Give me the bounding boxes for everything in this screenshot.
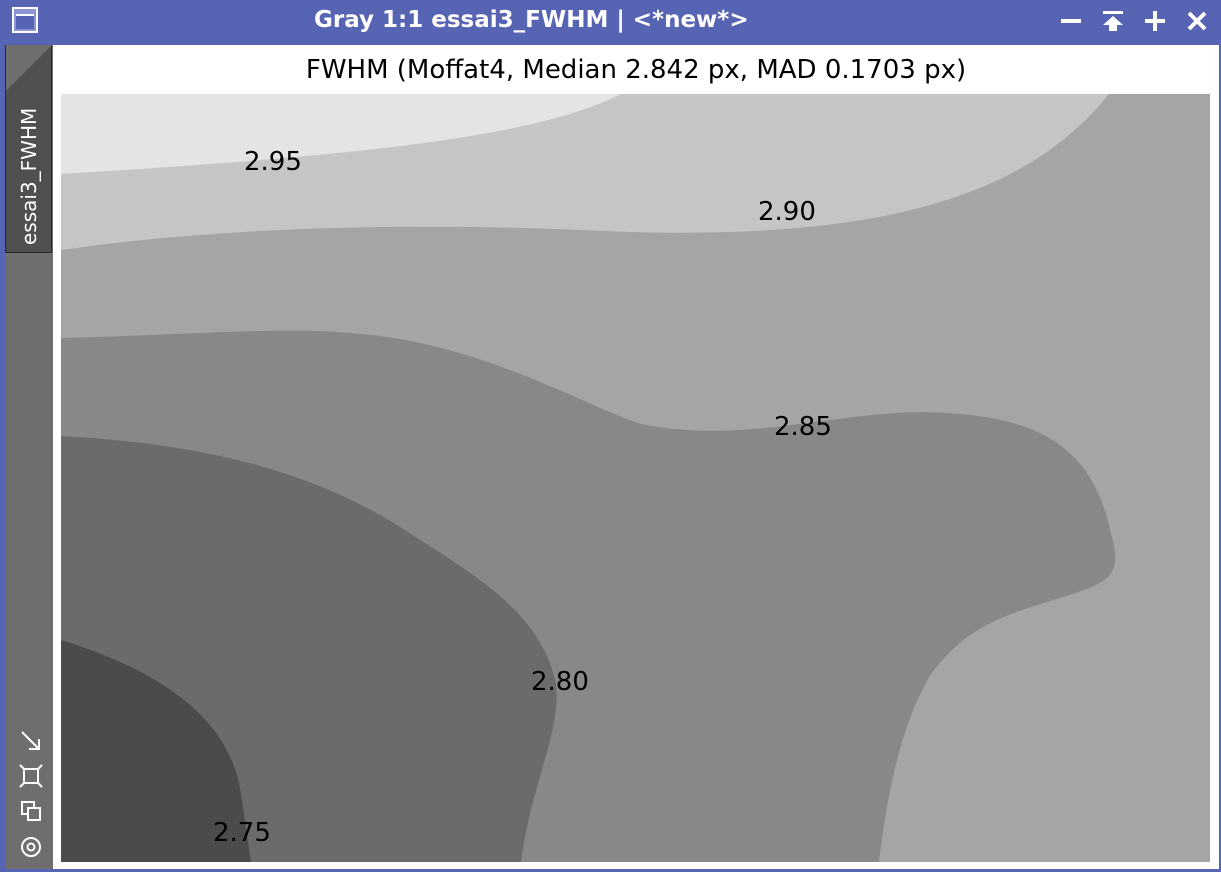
- view-sidebar: essai3_FWHM: [5, 45, 53, 869]
- contour-label-2-75: 2.75: [213, 818, 271, 848]
- clone-icon[interactable]: [19, 799, 43, 823]
- window-menu-icon[interactable]: [12, 7, 38, 33]
- contour-label-2-90: 2.90: [758, 197, 816, 227]
- image-canvas[interactable]: FWHM (Moffat4, Median 2.842 px, MAD 0.17…: [53, 45, 1219, 869]
- fit-view-icon[interactable]: [19, 764, 43, 788]
- contour-region-2-75-below: [61, 640, 251, 862]
- contour-region-2-95-above: [61, 94, 621, 174]
- window-titlebar[interactable]: Gray 1:1 essai3_FWHM | <*new*>: [0, 0, 1221, 44]
- minimize-icon[interactable]: [1056, 6, 1086, 36]
- contour-label-2-95: 2.95: [244, 147, 302, 177]
- contour-label-2-85: 2.85: [774, 412, 832, 442]
- view-tab[interactable]: essai3_FWHM: [5, 45, 52, 253]
- window-bottom-border[interactable]: [0, 869, 1221, 872]
- close-icon[interactable]: [1182, 6, 1212, 36]
- target-icon[interactable]: [19, 835, 43, 859]
- shade-icon[interactable]: [1098, 6, 1128, 36]
- chart-title: FWHM (Moffat4, Median 2.842 px, MAD 0.17…: [305, 55, 967, 85]
- resize-icon[interactable]: [19, 729, 43, 753]
- maximize-icon[interactable]: [1140, 6, 1170, 36]
- window-title: Gray 1:1 essai3_FWHM | <*new*>: [314, 7, 749, 33]
- view-tab-label: essai3_FWHM: [17, 107, 41, 245]
- contour-label-2-80: 2.80: [531, 667, 589, 697]
- contour-plot: 2.95 2.90 2.85 2.80 2.75: [61, 94, 1210, 862]
